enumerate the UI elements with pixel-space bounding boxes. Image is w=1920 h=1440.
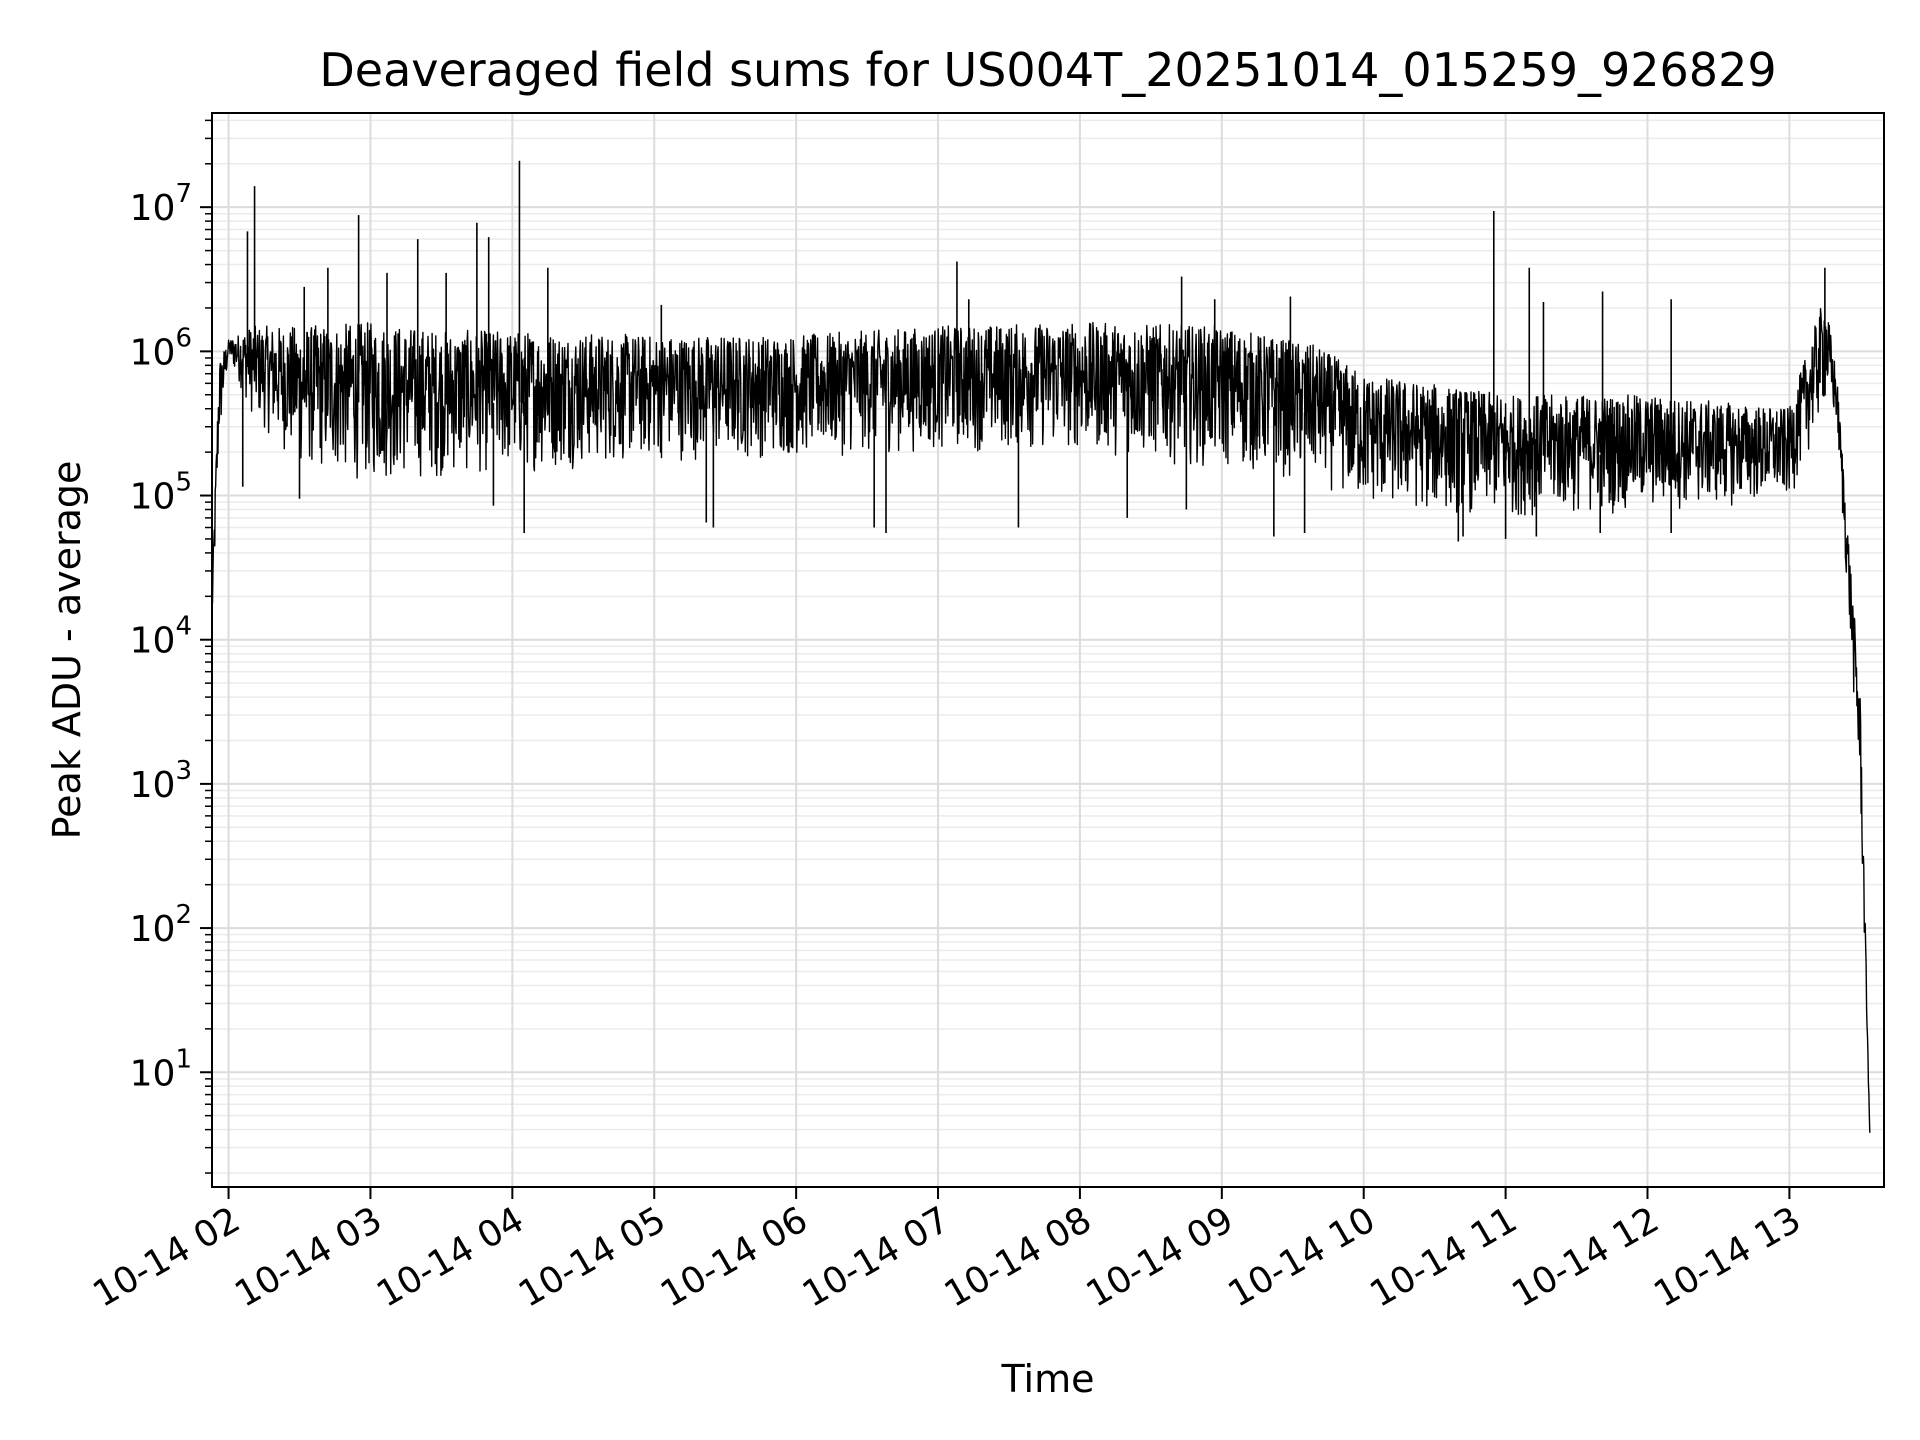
y-tick-label: 104 bbox=[130, 612, 192, 662]
y-tick-label: 107 bbox=[130, 179, 192, 229]
y-tick-label: 106 bbox=[130, 323, 192, 373]
y-axis-label: Peak ADU - average bbox=[45, 461, 89, 840]
x-axis-label: Time bbox=[1001, 1357, 1095, 1401]
data-series bbox=[211, 160, 1871, 1133]
y-tick-label: 105 bbox=[130, 468, 192, 518]
grid bbox=[212, 113, 1884, 1187]
plot-frame bbox=[211, 112, 1885, 1188]
y-tick-label: 101 bbox=[130, 1044, 192, 1094]
y-tick-label: 102 bbox=[130, 900, 192, 950]
y-tick-label: 103 bbox=[130, 756, 192, 806]
chart-title: Deaveraged field sums for US004T_2025101… bbox=[319, 43, 1776, 97]
